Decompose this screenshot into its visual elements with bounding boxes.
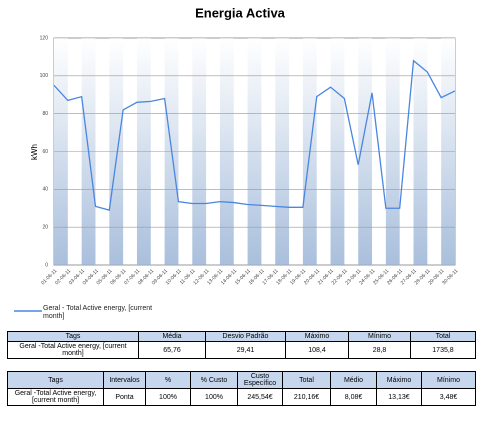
legend-label: Geral - Total Active energy, [current mo… (43, 305, 153, 320)
cell: Ponta (103, 388, 146, 406)
header-cell: % Custo (190, 371, 238, 389)
header-cell: Mínimo (421, 371, 476, 389)
cell: 8,08€ (330, 388, 377, 406)
summary-table: Tags Média Desvio Padrão Máximo Mínimo Total G… (7, 331, 476, 359)
cell: 245,54€ (237, 388, 283, 406)
header-cell: Médio (330, 371, 377, 389)
header-row: Tags Média Desvio Padrão Máximo Mínimo Total (7, 331, 476, 342)
data-row: Geral -Total Active energy, [current mon… (7, 388, 476, 406)
header-cell: Média (138, 331, 206, 342)
data-row: Geral -Total Active energy, [current mon… (7, 341, 476, 359)
header-cell: Custo Específico (237, 371, 283, 389)
y-tick-label: 80 (42, 111, 48, 117)
chart-title: Energia Activa (195, 5, 286, 20)
header-cell: % (145, 371, 191, 389)
legend-swatch-box (14, 310, 42, 312)
header-cell: Total (410, 331, 476, 342)
header-cell: Mínimo (348, 331, 411, 342)
cell: 1735,8 (410, 341, 476, 359)
data-line (53, 59, 456, 211)
cell: 65,76 (138, 341, 206, 359)
cell: 29,41 (205, 341, 286, 359)
y-tick-label: 100 (40, 73, 49, 79)
cell: 108,4 (285, 341, 349, 359)
header-cell: Desvio Padrão (205, 331, 286, 342)
cell: Geral -Total Active energy, [current mon… (7, 388, 104, 406)
header-cell: Tags (7, 371, 104, 389)
header-cell: Máximo (285, 331, 349, 342)
x-tick-label: 30-06-11 (441, 268, 459, 286)
header-row: Tags Intervalos%% Custo Custo Específico To… (7, 371, 476, 389)
cell: 28,8 (348, 341, 411, 359)
header-cell: Máximo (376, 371, 422, 389)
y-tick-label: 60 (42, 149, 48, 155)
header-cell: Tags (7, 331, 139, 342)
y-axis-label: kWh (30, 144, 39, 160)
cost-table: Tags Intervalos%% Custo Custo Específico To… (7, 371, 476, 406)
cell: 100% (145, 388, 191, 406)
chart: Energia Activa kWh 02040608010012001-06-… (30, 5, 459, 286)
cell: 13,13€ (376, 388, 422, 406)
y-tick-label: 20 (42, 224, 48, 230)
header-cell: Total (282, 371, 331, 389)
cell: 3,48€ (421, 388, 476, 406)
cell: 100% (190, 388, 238, 406)
header-cell: Intervalos (103, 371, 146, 389)
y-tick-label: 120 (40, 35, 49, 41)
cell: 210,16€ (282, 388, 331, 406)
y-tick-label: 40 (42, 187, 48, 193)
y-tick-label: 0 (45, 262, 48, 268)
cell: Geral -Total Active energy, [current mon… (7, 341, 139, 359)
